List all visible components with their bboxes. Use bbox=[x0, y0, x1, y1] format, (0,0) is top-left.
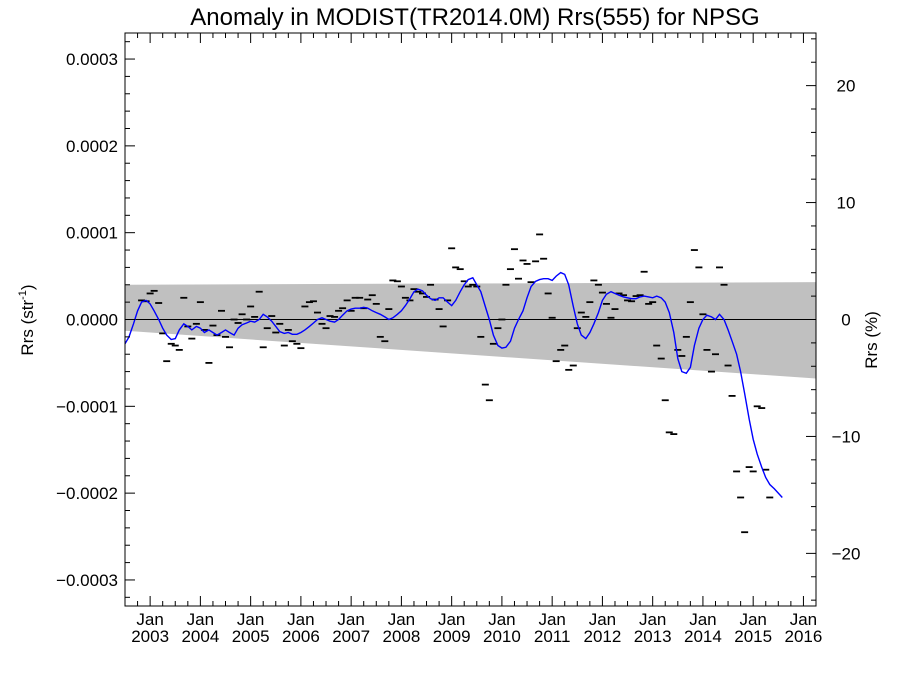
x-tick-month-label: Jan bbox=[689, 610, 716, 629]
x-tick-year-label: 2008 bbox=[382, 627, 420, 646]
x-tick-month-label: Jan bbox=[388, 610, 415, 629]
left-axis-ticks: 0.0003 0.0002 0.0001 0.0000 −0.0001 −0.0002 −0… bbox=[56, 41, 135, 598]
x-tick-month-label: Jan bbox=[136, 610, 163, 629]
smoothed-anomaly-line bbox=[124, 271, 783, 498]
right-tick-label: 20 bbox=[837, 77, 856, 96]
x-tick-month-label: Jan bbox=[790, 610, 817, 629]
left-tick-label: 0.0003 bbox=[66, 50, 118, 69]
x-tick-month-label: Jan bbox=[187, 610, 214, 629]
x-tick-year-label: 2013 bbox=[634, 627, 672, 646]
left-tick-label: −0.0003 bbox=[56, 571, 118, 590]
left-tick-label: 0.0002 bbox=[66, 137, 118, 156]
x-tick-month-label: Jan bbox=[589, 610, 616, 629]
x-tick-month-label: Jan bbox=[639, 610, 666, 629]
x-tick-year-label: 2006 bbox=[282, 627, 320, 646]
right-tick-label: −10 bbox=[832, 427, 861, 446]
x-tick-year-label: 2007 bbox=[332, 627, 370, 646]
x-tick-year-label: 2005 bbox=[232, 627, 270, 646]
x-tick-year-label: 2009 bbox=[433, 627, 471, 646]
x-tick-year-label: 2011 bbox=[534, 627, 571, 646]
x-tick-year-label: 2010 bbox=[483, 627, 521, 646]
monthly-anomaly-marks bbox=[138, 233, 774, 534]
right-tick-label: 10 bbox=[837, 194, 856, 213]
left-axis-label: Rrs (str-1) bbox=[17, 284, 37, 355]
x-axis-ticks: Jan2003Jan2004Jan2005Jan2006Jan2007Jan20… bbox=[124, 33, 823, 646]
left-axis-label-main: Rrs (str bbox=[18, 300, 37, 356]
x-tick-month-label: Jan bbox=[538, 610, 565, 629]
right-tick-label: −20 bbox=[832, 544, 861, 563]
x-tick-year-label: 2003 bbox=[131, 627, 169, 646]
x-tick-year-label: 2012 bbox=[584, 627, 622, 646]
left-tick-label: 0.0001 bbox=[66, 224, 118, 243]
uncertainty-band bbox=[125, 282, 816, 379]
x-tick-month-label: Jan bbox=[337, 610, 364, 629]
chart-title: Anomaly in MODIST(TR2014.0M) Rrs(555) fo… bbox=[190, 4, 759, 31]
left-tick-label: −0.0002 bbox=[56, 484, 118, 503]
x-tick-month-label: Jan bbox=[488, 610, 515, 629]
x-tick-month-label: Jan bbox=[739, 610, 766, 629]
left-tick-label: −0.0001 bbox=[56, 397, 118, 416]
x-tick-year-label: 2014 bbox=[684, 627, 722, 646]
uncertainty-band-layer bbox=[125, 282, 816, 379]
x-tick-year-label: 2004 bbox=[181, 627, 219, 646]
right-axis-ticks: 20 10 0 −10 −20 bbox=[806, 38, 861, 601]
x-tick-year-label: 2015 bbox=[734, 627, 772, 646]
left-axis-label-sup: -1 bbox=[17, 290, 29, 300]
right-axis-label: Rrs (%) bbox=[862, 311, 881, 369]
x-tick-month-label: Jan bbox=[438, 610, 465, 629]
left-axis-label-close: ) bbox=[18, 284, 37, 290]
x-tick-month-label: Jan bbox=[287, 610, 314, 629]
x-tick-year-label: 2016 bbox=[785, 627, 823, 646]
right-tick-label: 0 bbox=[841, 311, 850, 330]
smoothed-anomaly-line-layer bbox=[124, 271, 783, 498]
left-tick-label: 0.0000 bbox=[66, 311, 118, 330]
x-tick-month-label: Jan bbox=[237, 610, 264, 629]
